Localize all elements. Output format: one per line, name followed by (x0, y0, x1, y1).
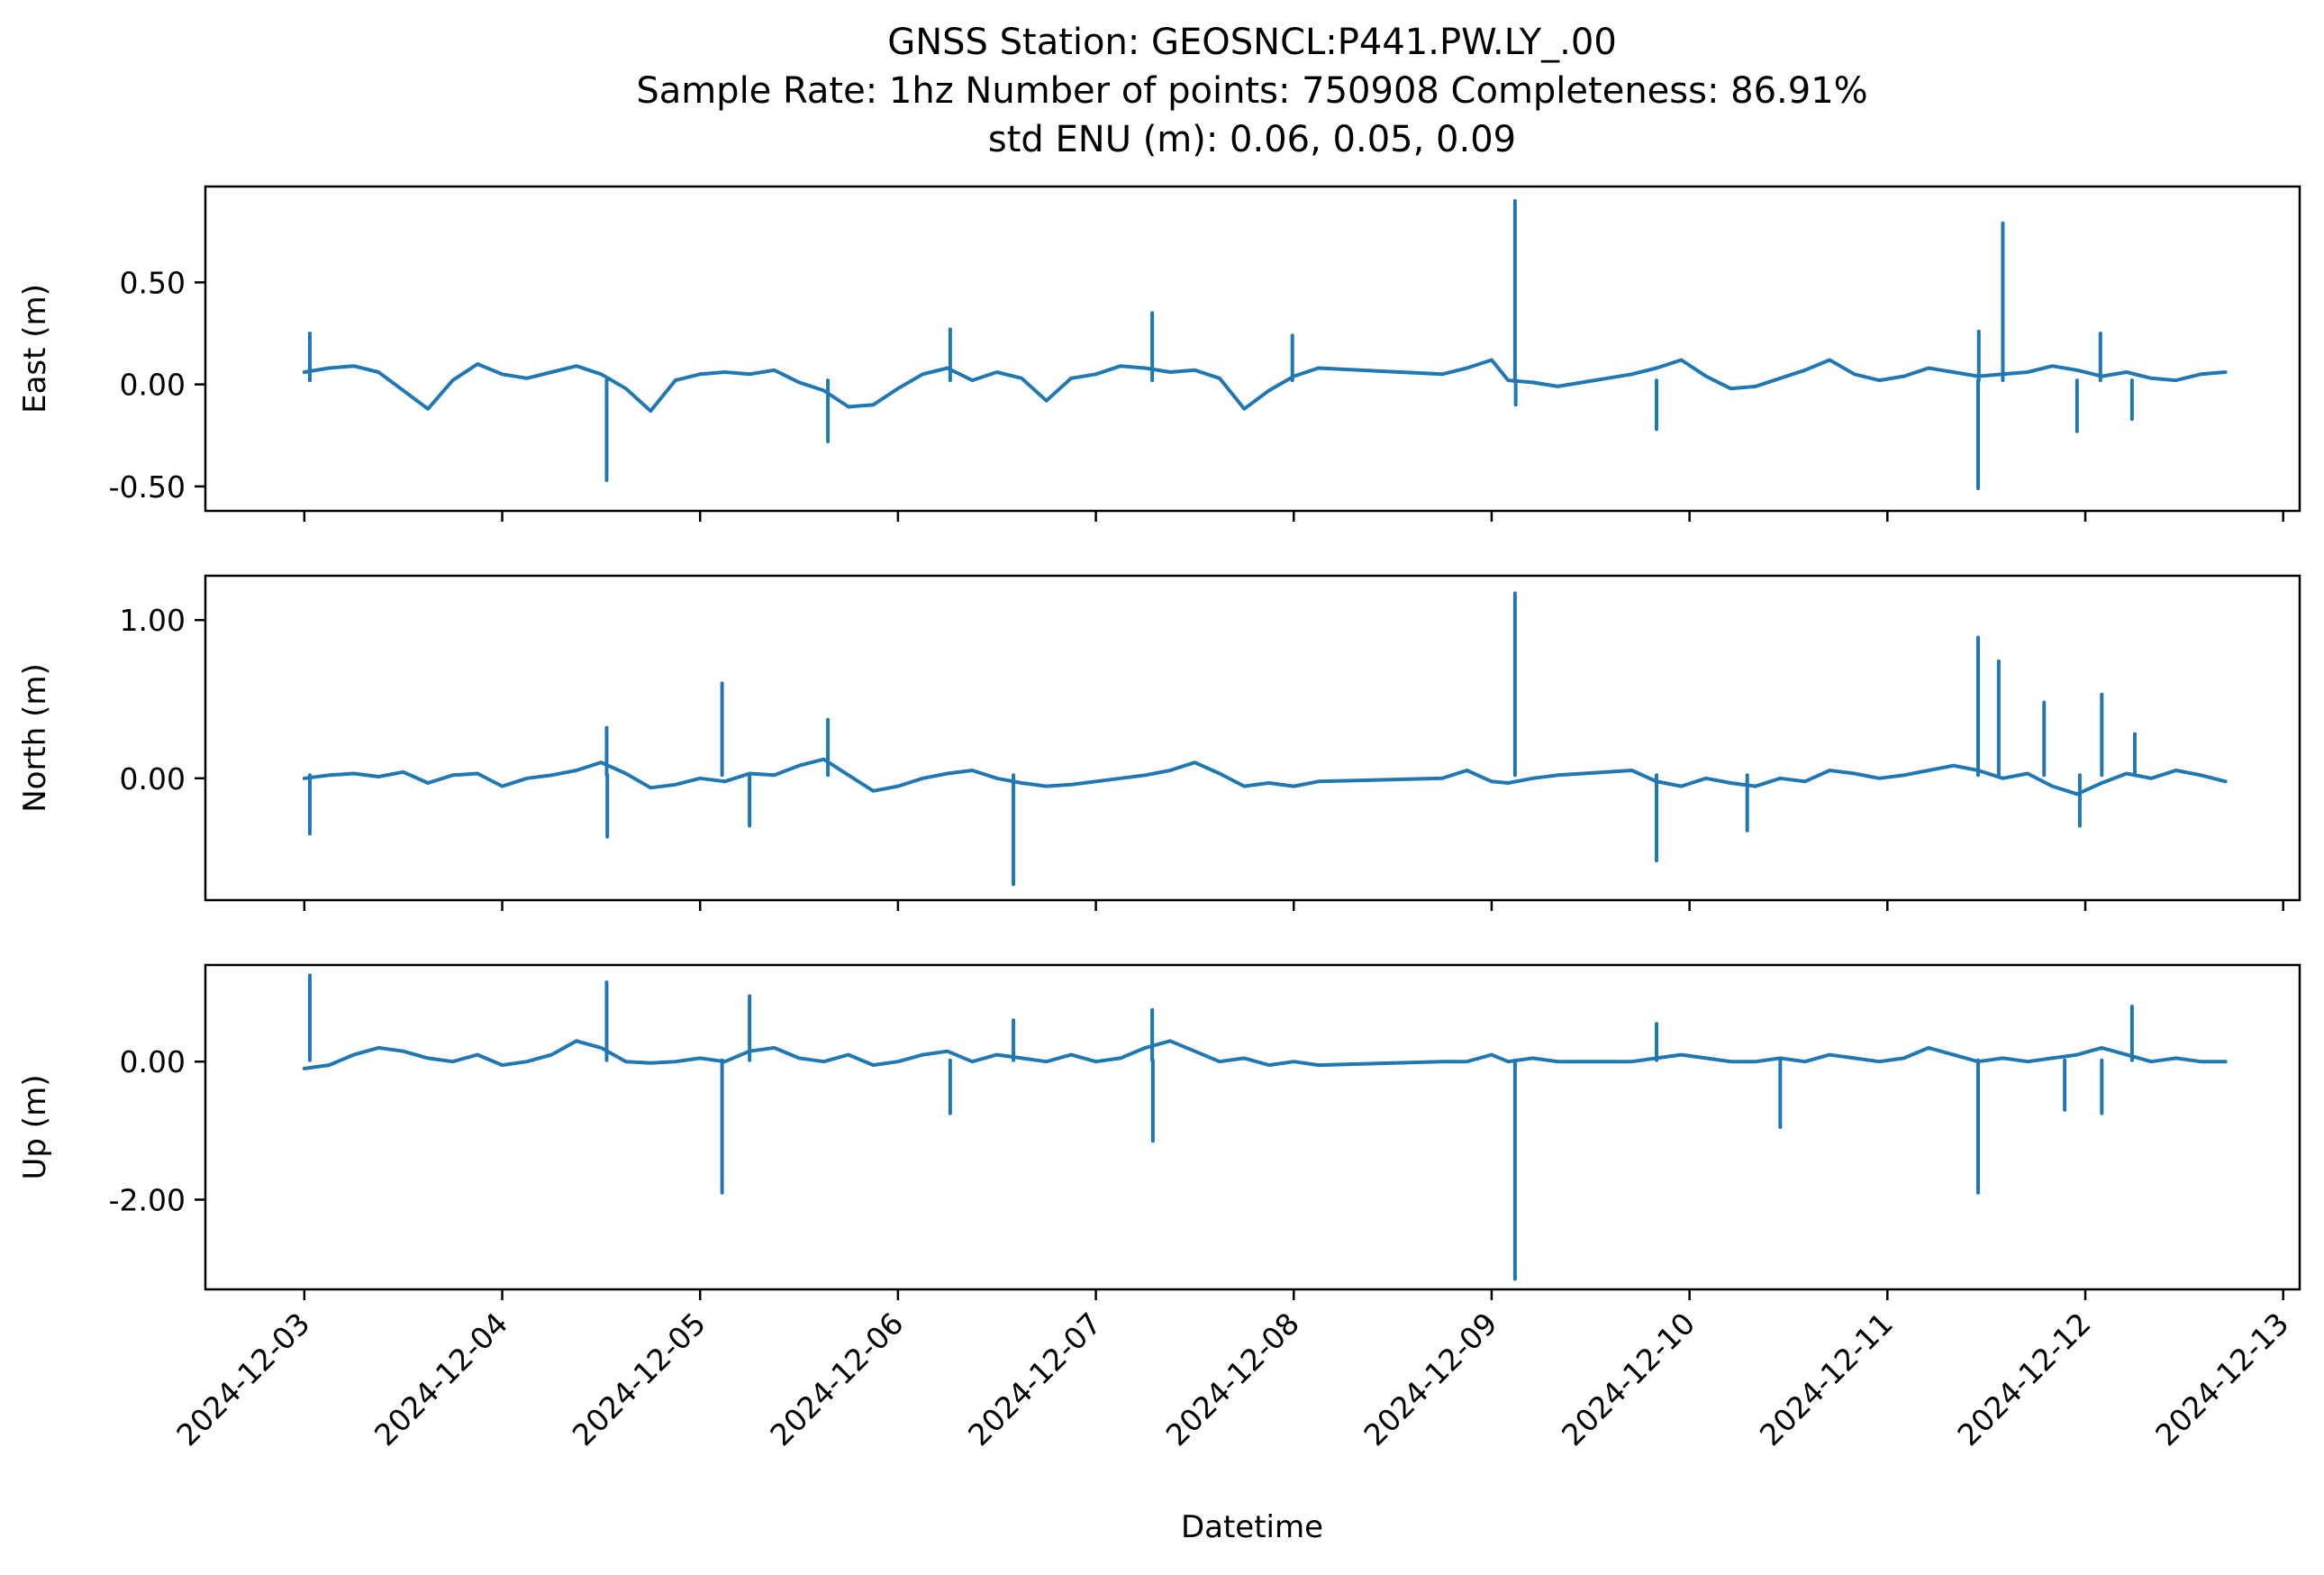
y-axis-label-north: North (m) (17, 663, 53, 813)
chart-title-line-3: std ENU (m): 0.06, 0.05, 0.09 (988, 119, 1516, 160)
x-tick-label-3: 2024-12-06 (763, 1306, 910, 1452)
y-axis-label-east: East (m) (17, 284, 53, 414)
series-line-north (302, 757, 2228, 797)
x-tick-label-7: 2024-12-10 (1555, 1306, 1702, 1452)
axes-frame-east (204, 185, 2301, 513)
x-tick-label-8: 2024-12-11 (1753, 1306, 1900, 1452)
panels-group: 0.50 0.00 -0.50 East (m) 1.00 0.00 North (m) 0.… (17, 185, 2301, 1452)
axes-frame-up (204, 963, 2301, 1291)
axes-frame-north (204, 574, 2301, 902)
x-tick-label-0: 2024-12-03 (169, 1306, 316, 1452)
y-tick-label-east-0: 0.50 (120, 265, 186, 300)
y-tick-label-east-2: -0.50 (109, 469, 186, 505)
panel-up: 0.00 -2.00 Up (m) 2024-12-03 2024-12-04 2024-… (17, 963, 2301, 1452)
y-tick-label-north-1: 0.00 (120, 761, 186, 797)
x-tick-label-6: 2024-12-09 (1357, 1306, 1503, 1452)
chart-title-line-2: Sample Rate: 1hz Number of points: 75090… (636, 70, 1867, 112)
x-tick-label-5: 2024-12-08 (1159, 1306, 1306, 1452)
panel-east: 0.50 0.00 -0.50 East (m) (17, 185, 2301, 522)
y-tick-label-east-1: 0.00 (120, 368, 186, 403)
y-axis-label-up: Up (m) (17, 1075, 53, 1180)
y-tick-label-north-0: 1.00 (120, 603, 186, 638)
x-tick-label-10: 2024-12-13 (2148, 1306, 2295, 1452)
y-tick-label-up-0: 0.00 (120, 1044, 186, 1079)
x-tick-label-4: 2024-12-07 (961, 1306, 1108, 1452)
series-line-east (302, 358, 2228, 414)
y-tick-label-up-1: -2.00 (109, 1182, 186, 1217)
series-line-up (302, 1039, 2228, 1070)
x-tick-label-1: 2024-12-04 (368, 1306, 514, 1452)
chart-title-line-1: GNSS Station: GEOSNCL:P441.PW.LY_.00 (887, 22, 1617, 63)
x-tick-label-2: 2024-12-05 (566, 1306, 713, 1452)
x-tick-label-9: 2024-12-12 (1950, 1306, 2097, 1452)
x-axis-label: Datetime (1181, 1509, 1323, 1545)
panel-north: 1.00 0.00 North (m) (17, 574, 2301, 911)
